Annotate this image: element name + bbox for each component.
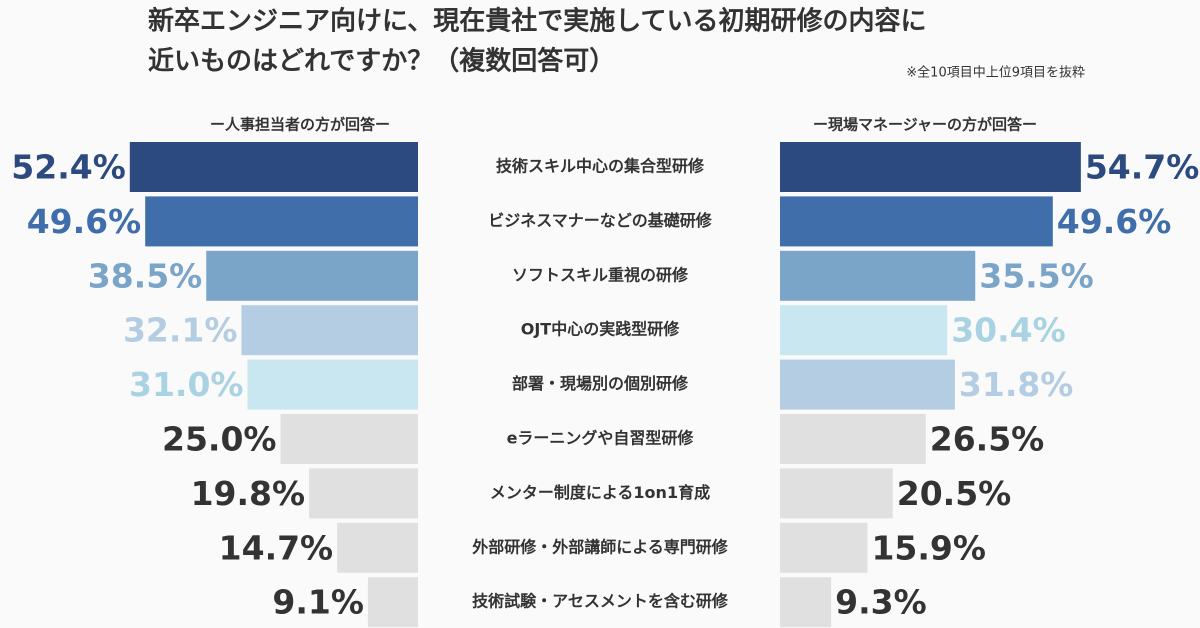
bar xyxy=(780,522,868,573)
bar xyxy=(337,522,418,573)
bar xyxy=(280,414,418,464)
category-label: OJT中心の実践型研修 xyxy=(521,320,680,339)
value-label: 26.5% xyxy=(930,420,1045,459)
value-label: 30.4% xyxy=(951,311,1065,350)
bar xyxy=(780,414,926,464)
bar xyxy=(780,305,948,356)
bar xyxy=(309,468,418,519)
bar xyxy=(780,142,1081,192)
category-label: ビジネスマナーなどの基礎研修 xyxy=(488,211,713,230)
bar xyxy=(780,577,832,628)
value-label: 49.6% xyxy=(27,202,142,241)
value-label: 25.0% xyxy=(162,420,277,459)
bar xyxy=(206,250,418,301)
category-label: メンター制度による1on1育成 xyxy=(490,483,710,502)
chart-title: 近いものはどれですか？（複数回答可） xyxy=(148,46,615,77)
legend-label: ー人事担当者の方が回答ー xyxy=(210,116,390,134)
category-label: 外部研修・外部講師による専門研修 xyxy=(471,537,729,556)
bar xyxy=(145,196,418,247)
value-label: 52.4% xyxy=(11,148,126,187)
value-label: 14.7% xyxy=(219,528,334,567)
value-label: 38.5% xyxy=(88,256,203,295)
value-label: 19.8% xyxy=(191,474,306,513)
bar xyxy=(367,577,418,628)
bar xyxy=(780,359,955,410)
value-label: 31.0% xyxy=(129,365,244,404)
value-label: 9.1% xyxy=(272,583,364,622)
chart-title: 新卒エンジニア向けに、現在貴社で実施している初期研修の内容に xyxy=(148,6,926,37)
legend-label: ー現場マネージャーの方が回答ー xyxy=(813,116,1037,134)
value-label: 49.6% xyxy=(1057,202,1172,241)
bar xyxy=(241,305,418,356)
value-label: 20.5% xyxy=(897,474,1012,513)
value-label: 9.3% xyxy=(835,583,927,622)
bar xyxy=(780,196,1053,247)
bar xyxy=(780,250,976,301)
category-label: ソフトスキル重視の研修 xyxy=(512,265,689,284)
category-label: 部署・現場別の個別研修 xyxy=(512,374,689,393)
value-label: 35.5% xyxy=(979,256,1094,295)
bar xyxy=(129,142,419,192)
value-label: 31.8% xyxy=(959,365,1074,404)
value-label: 32.1% xyxy=(123,311,238,350)
category-label: 技術スキル中心の集合型研修 xyxy=(496,157,705,176)
bar xyxy=(247,359,418,410)
category-label: 技術試験・アセスメントを含む研修 xyxy=(472,592,729,611)
bar xyxy=(780,468,893,519)
category-label: eラーニングや自習型研修 xyxy=(507,429,695,448)
note: ※全10項目中上位9項目を抜粋 xyxy=(906,65,1085,81)
value-label: 54.7% xyxy=(1085,148,1200,187)
value-label: 15.9% xyxy=(871,528,986,567)
